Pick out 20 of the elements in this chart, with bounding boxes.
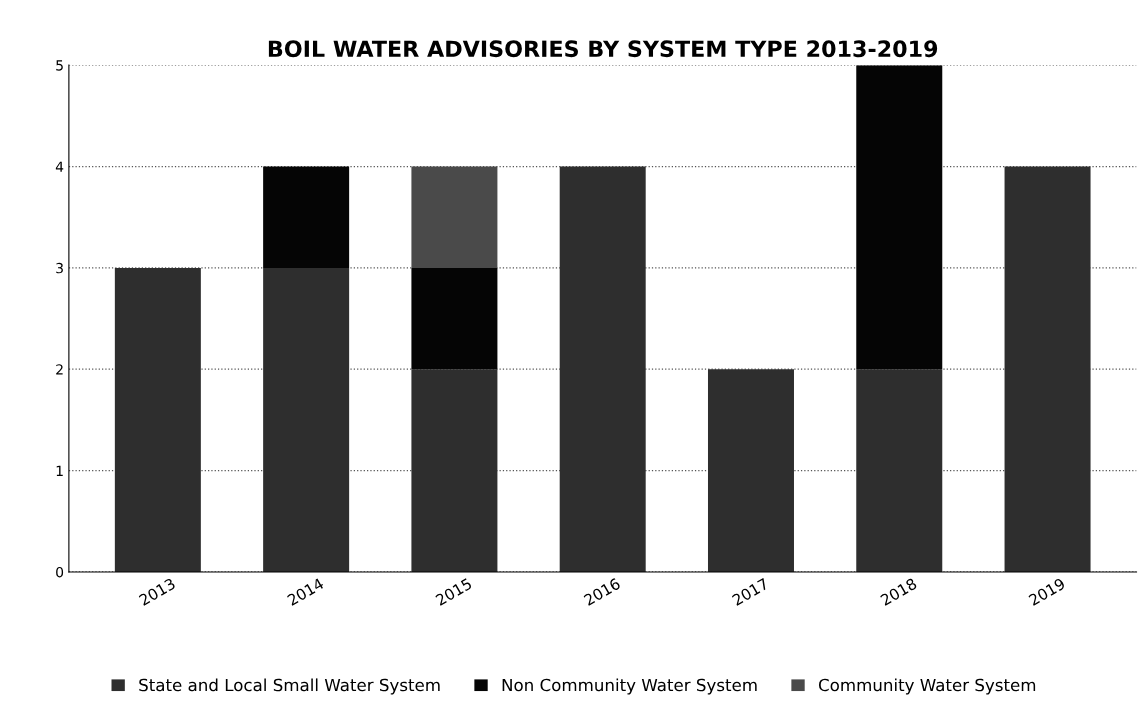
y-tick-label: 3 (56, 262, 63, 274)
bar (114, 267, 201, 572)
y-tick-label: 1 (56, 465, 63, 476)
y-tick-label: 0 (56, 566, 64, 578)
legend-label: Non Community Water System (502, 678, 757, 695)
bar (411, 369, 498, 572)
chart-title: BOIL WATER ADVISORIES BY SYSTEM TYPE 2013-2019 (268, 40, 938, 58)
legend-label: Community Water System (818, 678, 1036, 695)
bar (263, 267, 350, 572)
bar (1004, 166, 1091, 572)
y-tick-label: 2 (56, 364, 63, 375)
y-tick-label: 4 (55, 161, 64, 172)
bar (856, 369, 943, 572)
bar (411, 267, 498, 370)
bar (707, 369, 794, 572)
bar (559, 166, 646, 572)
legend-label: State and Local Small Water System (139, 678, 440, 695)
y-tick-label: 5 (56, 60, 63, 71)
bar (856, 65, 943, 370)
bar (263, 166, 350, 268)
